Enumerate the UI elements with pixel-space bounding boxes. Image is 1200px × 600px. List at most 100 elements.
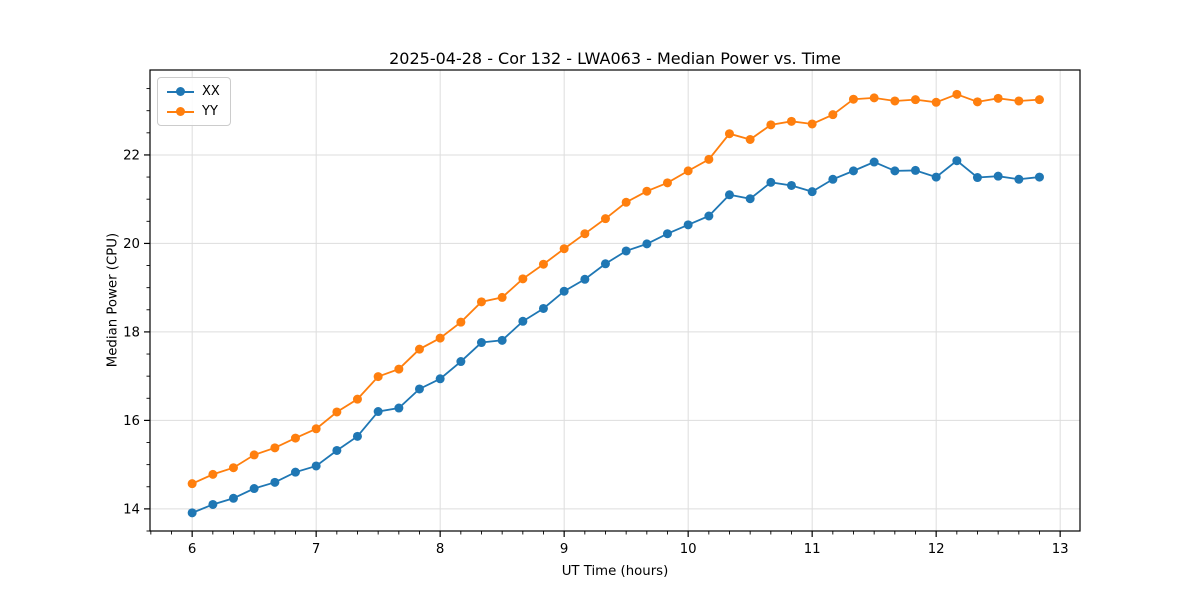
series-YY-marker (394, 364, 404, 374)
series-YY-marker (704, 154, 714, 164)
series-XX-marker (228, 493, 238, 503)
series-YY-marker (952, 89, 962, 99)
series-YY-marker (993, 93, 1003, 103)
series-XX-marker (745, 194, 755, 204)
series-XX[interactable] (187, 156, 1044, 518)
x-tick-label: 7 (312, 542, 320, 557)
x-tick-label: 9 (560, 542, 568, 557)
series-XX-marker (497, 335, 507, 345)
series-YY-marker (910, 95, 920, 105)
series-XX-marker (332, 445, 342, 455)
series-YY-marker (807, 119, 817, 129)
series-YY-marker (456, 317, 466, 327)
series-YY-marker (642, 186, 652, 196)
series-YY-marker (228, 463, 238, 473)
x-axis-label: UT Time (hours) (561, 564, 669, 579)
axis-ticks (144, 88, 1061, 537)
series-XX-marker (1034, 172, 1044, 182)
series-YY-marker (662, 178, 672, 188)
x-tick-label: 6 (188, 542, 196, 557)
axes-box (149, 69, 1081, 532)
series-YY-marker (270, 443, 280, 453)
x-tick-label: 11 (804, 542, 821, 557)
series-XX-marker (828, 174, 838, 184)
series-YY-marker (352, 394, 362, 404)
series-XX-marker (869, 157, 879, 167)
series-XX-marker (270, 477, 280, 487)
series-XX-marker (249, 484, 259, 494)
series-XX-marker (972, 173, 982, 183)
series-YY-marker (786, 116, 796, 126)
series-XX-marker (311, 461, 321, 471)
series-XX-marker (538, 303, 548, 313)
series-YY-marker (332, 407, 342, 417)
series-YY-marker (497, 292, 507, 302)
series-XX-marker (890, 166, 900, 176)
series-XX-marker (786, 180, 796, 190)
series-XX-marker (208, 499, 218, 509)
series-XX-marker (662, 229, 672, 239)
y-tick-label: 14 (123, 502, 140, 517)
legend-entry-yy[interactable]: YY (167, 105, 220, 118)
legend-label-xx: XX (202, 84, 220, 99)
series-XX-marker (394, 403, 404, 413)
series-XX-marker (290, 467, 300, 477)
series-YY-marker (1034, 95, 1044, 105)
series-YY-marker (414, 344, 424, 354)
series-XX-marker (456, 357, 466, 367)
x-tick-label: 12 (928, 542, 945, 557)
series-XX-marker (993, 171, 1003, 181)
series-XX-marker (683, 220, 693, 230)
legend-entry-xx[interactable]: XX (167, 85, 220, 98)
y-tick-label: 16 (123, 414, 140, 429)
series-YY-marker (373, 372, 383, 382)
series-YY-marker (580, 229, 590, 239)
series-XX-marker (373, 407, 383, 417)
series-XX-marker (724, 190, 734, 200)
series-XX-marker (476, 338, 486, 348)
series-YY-marker (559, 244, 569, 254)
series-YY-marker (290, 433, 300, 443)
gridlines (150, 70, 1080, 531)
series-XX-marker (559, 286, 569, 296)
x-tick-label: 10 (680, 542, 697, 557)
series-XX-marker (848, 166, 858, 176)
series-YY-marker (766, 120, 776, 130)
legend-line-marker-xx (167, 87, 194, 96)
series-YY-marker (828, 110, 838, 120)
series-YY-marker (931, 97, 941, 107)
series-YY-marker (187, 479, 197, 489)
series-YY-marker (745, 134, 755, 144)
series-XX-marker (766, 177, 776, 187)
series-XX-marker (931, 172, 941, 182)
series-YY-marker (621, 197, 631, 207)
series-XX-marker (621, 246, 631, 256)
series-YY-marker (249, 450, 259, 460)
legend[interactable]: XX YY (157, 77, 231, 126)
series-XX-marker (414, 384, 424, 394)
series-YY-marker (972, 97, 982, 107)
series-YY-marker (600, 214, 610, 224)
series-XX-marker (187, 508, 197, 518)
series-XX-marker (910, 165, 920, 175)
x-tick-label: 13 (1052, 542, 1069, 557)
series-YY-marker (518, 274, 528, 284)
series-YY[interactable] (187, 89, 1044, 489)
series-XX-line (191, 159, 1040, 514)
series-YY-marker (848, 94, 858, 104)
series-YY-marker (869, 93, 879, 103)
legend-line-marker-yy (167, 107, 194, 116)
series-YY-marker (538, 259, 548, 269)
y-tick-label: 22 (123, 148, 140, 163)
series-YY-marker (435, 333, 445, 343)
series-XX-marker (580, 274, 590, 284)
series-YY-marker (724, 129, 734, 139)
series-YY-marker (683, 166, 693, 176)
series-YY-marker (208, 469, 218, 479)
series-XX-marker (600, 259, 610, 269)
series-XX-marker (642, 239, 652, 249)
series-YY-marker (476, 297, 486, 307)
series-XX-marker (352, 431, 362, 441)
